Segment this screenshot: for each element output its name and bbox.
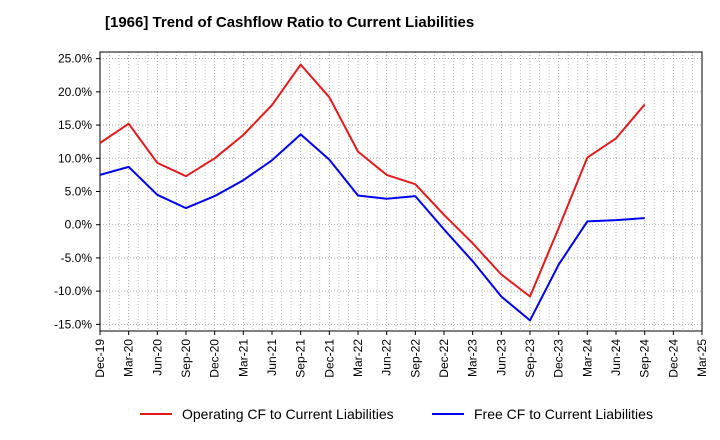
legend-label-1: Operating CF to Current Liabilities xyxy=(182,406,394,422)
x-tick-label: Dec-23 xyxy=(552,339,566,378)
chart-title: [1966] Trend of Cashflow Ratio to Curren… xyxy=(105,14,475,31)
x-tick-label: Jun-20 xyxy=(150,339,164,376)
x-tick-label: Jun-21 xyxy=(265,339,279,376)
series-line-2 xyxy=(99,133,645,322)
y-tick-label: 0.0% xyxy=(65,218,93,232)
x-tick-label: Sep-22 xyxy=(408,339,422,378)
y-tick-label: 25.0% xyxy=(58,52,92,66)
x-tick-label: Dec-24 xyxy=(666,339,680,378)
x-tick-label: Mar-20 xyxy=(122,339,136,377)
x-tick-label: Sep-24 xyxy=(638,339,652,378)
x-tick-label: Sep-23 xyxy=(523,339,537,378)
y-tick-label: -5.0% xyxy=(61,251,93,265)
y-tick-label: 10.0% xyxy=(58,151,92,165)
y-tick-label: -10.0% xyxy=(54,284,92,298)
series-line-1 xyxy=(99,63,646,298)
x-tick-label: Mar-21 xyxy=(236,339,250,377)
x-tick-label: Dec-22 xyxy=(437,339,451,378)
x-tick-label: Dec-19 xyxy=(93,339,107,378)
legend-label-2: Free CF to Current Liabilities xyxy=(474,406,653,422)
x-tick-label: Jun-22 xyxy=(380,339,394,376)
x-tick-label: Mar-23 xyxy=(466,339,480,377)
x-tick-label: Dec-20 xyxy=(208,339,222,378)
y-tick-label: 5.0% xyxy=(65,185,93,199)
x-tick-label: Sep-20 xyxy=(179,339,193,378)
x-tick-label: Dec-21 xyxy=(322,339,336,378)
y-tick-label: -15.0% xyxy=(54,317,92,331)
x-tick-label: Jun-24 xyxy=(609,339,623,376)
x-tick-label: Mar-24 xyxy=(580,339,594,377)
x-tick-label: Mar-25 xyxy=(695,339,709,377)
x-tick-label: Mar-22 xyxy=(351,339,365,377)
y-tick-label: 20.0% xyxy=(58,85,92,99)
y-tick-label: 15.0% xyxy=(58,118,92,132)
x-tick-label: Jun-23 xyxy=(494,339,508,376)
x-tick-label: Sep-21 xyxy=(294,339,308,378)
